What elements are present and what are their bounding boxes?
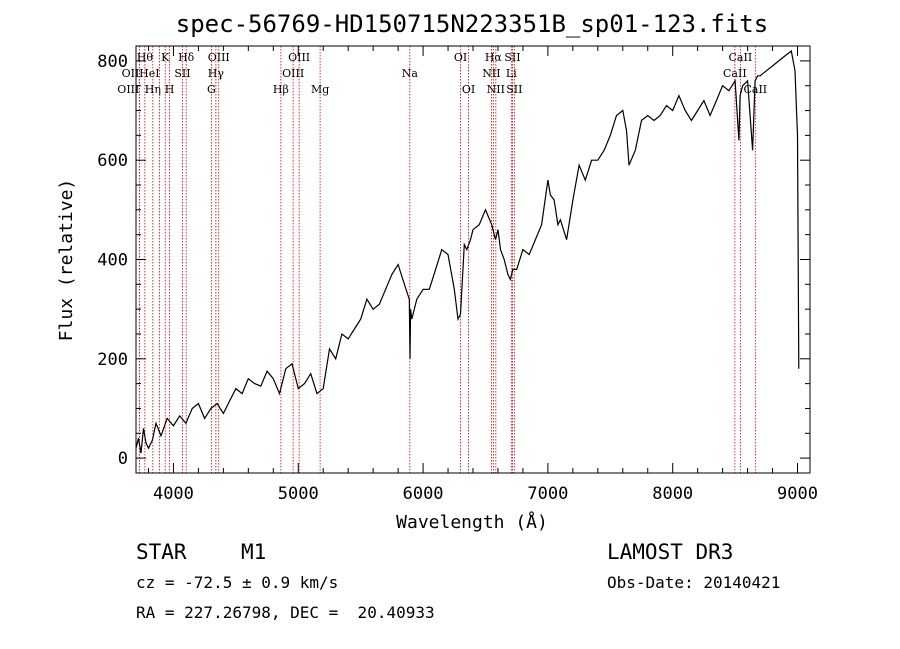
object-class: STAR xyxy=(136,540,187,564)
spectral-line-label: H xyxy=(165,83,175,96)
chart-title: spec-56769-HD150715N223351B_sp01-123.fit… xyxy=(176,10,768,38)
x-axis-label: Wavelength (Å) xyxy=(396,511,548,533)
y-tick-label: 400 xyxy=(97,251,128,271)
spectral-line-label: OI xyxy=(462,83,475,96)
spectral-line-label: Hθ xyxy=(137,51,154,64)
spectral-line-label: OIII xyxy=(288,51,310,64)
spectral-line-label: OIII xyxy=(282,67,304,80)
spectral-line-label: SII xyxy=(174,67,190,80)
spectral-line-label: Mg xyxy=(311,83,329,96)
spectral-line-label: CaII xyxy=(729,51,753,64)
survey-name: LAMOST DR3 xyxy=(607,540,734,564)
x-tick-label: 4000 xyxy=(153,484,194,504)
spectral-line-label: Hη xyxy=(145,83,161,96)
spectral-line-label: Na xyxy=(402,67,419,80)
y-tick-label: 0 xyxy=(118,449,128,469)
spectral-line-label: Hβ xyxy=(273,83,289,96)
spectral-line-label: Li xyxy=(506,67,517,80)
observation-date: Obs-Date: 20140421 xyxy=(607,573,781,592)
spectral-line-label: K xyxy=(161,51,170,64)
x-tick-label: 6000 xyxy=(403,484,444,504)
spectral-line-label: OI xyxy=(454,51,467,64)
x-tick-label: 7000 xyxy=(527,484,568,504)
y-tick-label: 600 xyxy=(97,151,128,171)
spectrum-line xyxy=(135,49,800,454)
spectral-line-label: CaII xyxy=(723,67,747,80)
spectral-line-label: Hα xyxy=(485,51,503,64)
spectral-line-label: OIII xyxy=(117,83,139,96)
x-tick-label: 9000 xyxy=(777,484,818,504)
spectral-line-label: NII xyxy=(487,83,505,96)
spectral-line-label: G xyxy=(207,83,216,96)
spectral-line-label: OIII xyxy=(208,51,230,64)
x-tick-label: 8000 xyxy=(652,484,693,504)
spectral-line-label: Hγ xyxy=(208,67,225,80)
spectral-line-label: SII xyxy=(506,83,522,96)
object-subclass: M1 xyxy=(241,540,267,564)
redshift-value: cz = -72.5 ± 0.9 km/s xyxy=(136,573,339,592)
spectral-line-label: OII xyxy=(122,67,140,80)
spectral-line-label: SII xyxy=(504,51,520,64)
coordinates: RA = 227.26798, DEC = 20.40933 xyxy=(136,603,435,622)
spectral-line-label: Hδ xyxy=(178,51,195,64)
y-tick-label: 200 xyxy=(97,350,128,370)
plot-frame xyxy=(135,45,811,474)
x-tick-label: 5000 xyxy=(278,484,319,504)
spectral-line-label: NII xyxy=(482,67,500,80)
spectral-line-label: HeI xyxy=(139,67,159,80)
y-axis-label: Flux (relative) xyxy=(56,179,77,342)
y-tick-label: 800 xyxy=(97,52,128,72)
